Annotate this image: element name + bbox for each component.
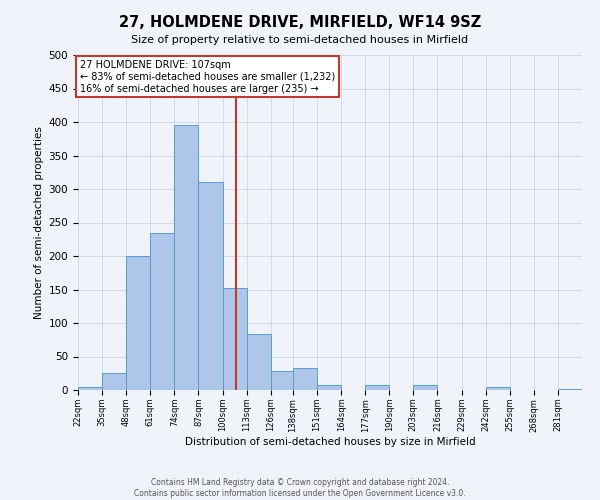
Text: Size of property relative to semi-detached houses in Mirfield: Size of property relative to semi-detach… <box>131 35 469 45</box>
Bar <box>78 386 102 390</box>
Text: Contains HM Land Registry data © Crown copyright and database right 2024.
Contai: Contains HM Land Registry data © Crown c… <box>134 478 466 498</box>
Bar <box>365 384 389 390</box>
Bar <box>485 386 510 390</box>
Bar <box>293 368 317 390</box>
Bar <box>102 373 126 390</box>
Bar <box>413 386 437 390</box>
Bar <box>558 388 582 390</box>
Text: 27 HOLMDENE DRIVE: 107sqm
← 83% of semi-detached houses are smaller (1,232)
16% : 27 HOLMDENE DRIVE: 107sqm ← 83% of semi-… <box>80 60 335 94</box>
Bar <box>126 256 150 390</box>
Bar <box>247 334 271 390</box>
Bar <box>150 232 175 390</box>
Bar <box>175 126 199 390</box>
Y-axis label: Number of semi-detached properties: Number of semi-detached properties <box>34 126 44 319</box>
X-axis label: Distribution of semi-detached houses by size in Mirfield: Distribution of semi-detached houses by … <box>185 437 475 447</box>
Bar <box>223 288 247 390</box>
Bar <box>317 386 341 390</box>
Text: 27, HOLMDENE DRIVE, MIRFIELD, WF14 9SZ: 27, HOLMDENE DRIVE, MIRFIELD, WF14 9SZ <box>119 15 481 30</box>
Bar <box>199 182 223 390</box>
Bar <box>271 371 293 390</box>
